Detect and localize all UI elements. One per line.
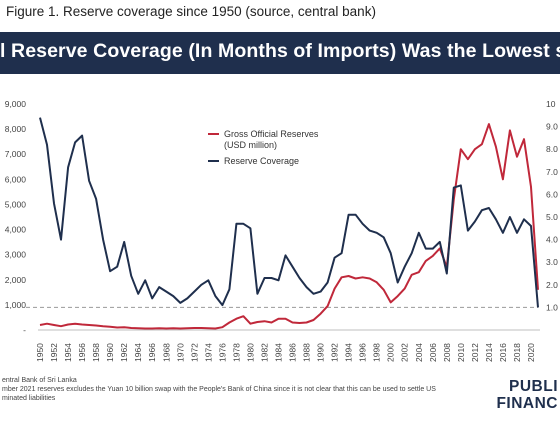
footer-note-continued: minated liabilities xyxy=(2,395,56,402)
footer-note: mber 2021 reserves excludes the Yuan 10 … xyxy=(2,386,436,393)
legend-label-reserve-coverage: Reserve Coverage xyxy=(224,156,299,166)
x-axis-tick-label: 1974 xyxy=(203,343,213,362)
x-axis-tick-label: 2014 xyxy=(484,343,494,362)
right-axis-tick-label: 3.0 xyxy=(546,257,558,267)
x-axis-tick-label: 1994 xyxy=(344,343,354,362)
x-axis-tick-label: 2002 xyxy=(400,343,410,362)
left-axis-tick-label: 9,000 xyxy=(5,99,27,109)
x-axis-tick-label: 1996 xyxy=(358,343,368,362)
right-axis-tick-label: 6.0 xyxy=(546,189,558,199)
series-line-gross-official-reserves xyxy=(39,123,539,330)
x-axis-tick-label: 2006 xyxy=(428,343,438,362)
logo-line-2: FINANC xyxy=(496,395,558,412)
left-axis-tick-label: 8,000 xyxy=(5,124,27,134)
left-axis-tick-label: 5,000 xyxy=(5,199,27,209)
x-axis-tick-label: 2012 xyxy=(470,343,480,362)
x-axis-tick-label: 1952 xyxy=(49,343,59,362)
x-axis-tick-label: 2010 xyxy=(456,343,466,362)
x-axis-tick-label: 1958 xyxy=(91,343,101,362)
x-axis-tick-label: 1972 xyxy=(189,343,199,362)
right-axis-tick-label: 9.0 xyxy=(546,122,558,132)
right-axis-tick-label: 2.0 xyxy=(546,280,558,290)
series-line-reserve-coverage xyxy=(39,117,539,308)
x-axis-tick-label: 2008 xyxy=(442,343,452,362)
x-axis-tick-label: 2016 xyxy=(498,343,508,362)
right-axis-tick-label: 1.0 xyxy=(546,302,558,312)
x-axis-tick-label: 1982 xyxy=(259,343,269,362)
x-axis-tick-label: 1960 xyxy=(105,343,115,362)
x-axis-tick-label: 1954 xyxy=(63,343,73,362)
left-axis-tick-label: 3,000 xyxy=(5,250,27,260)
x-axis-tick-label: 1966 xyxy=(147,343,157,362)
right-axis-tick-label: 5.0 xyxy=(546,212,558,222)
x-axis-tick-label: 1970 xyxy=(175,343,185,362)
x-axis-tick-label: 1956 xyxy=(77,343,87,362)
right-axis-tick-label: 4.0 xyxy=(546,235,558,245)
left-axis-tick-label: 2,000 xyxy=(5,275,27,285)
x-axis-tick-label: 1990 xyxy=(316,343,326,362)
x-axis-tick-label: 2020 xyxy=(526,343,536,362)
x-axis-tick-label: 2000 xyxy=(386,343,396,362)
figure-title: Figure 1. Reserve coverage since 1950 (s… xyxy=(6,4,376,19)
left-axis-tick-label: 4,000 xyxy=(5,225,27,235)
left-axis-tick-label: 6,000 xyxy=(5,174,27,184)
x-axis-tick-label: 1986 xyxy=(288,343,298,362)
x-axis-tick-label: 1962 xyxy=(119,343,129,362)
x-axis-tick-label: 1984 xyxy=(273,343,283,362)
left-axis-tick-label: - xyxy=(23,325,26,335)
x-axis-tick-label: 1950 xyxy=(35,343,45,362)
right-axis-tick-label: 7.0 xyxy=(546,167,558,177)
left-axis-tick-label: 7,000 xyxy=(5,149,27,159)
right-axis-tick-label: 10 xyxy=(546,99,556,109)
chart-banner: l Reserve Coverage (In Months of Imports… xyxy=(0,32,560,74)
x-axis-tick-label: 2004 xyxy=(414,343,424,362)
right-axis-tick-label: 8.0 xyxy=(546,144,558,154)
x-axis-tick-label: 1992 xyxy=(330,343,340,362)
left-axis-tick-label: 1,000 xyxy=(5,300,27,310)
banner-title: l Reserve Coverage (In Months of Imports… xyxy=(0,40,560,62)
x-axis-tick-label: 1998 xyxy=(372,343,382,362)
x-axis-tick-label: 1968 xyxy=(161,343,171,362)
x-axis-tick-label: 1964 xyxy=(133,343,143,362)
legend-label-gross-official-reserves: Gross Official Reserves (USD million) xyxy=(224,129,319,150)
reserve-coverage-chart: - 1,000 2,000 3,000 4,000 5,000 6,000 7,000 8,00… xyxy=(5,99,558,362)
footer-source: entral Bank of Sri Lanka xyxy=(2,377,77,384)
logo-line-1: PUBLI xyxy=(509,378,558,395)
x-axis-tick-label: 1988 xyxy=(302,343,312,362)
x-axis-tick-label: 1980 xyxy=(245,343,255,362)
x-axis-tick-label: 1978 xyxy=(231,343,241,362)
x-axis-tick-label: 1976 xyxy=(217,343,227,362)
x-axis-tick-label: 2018 xyxy=(512,343,522,362)
